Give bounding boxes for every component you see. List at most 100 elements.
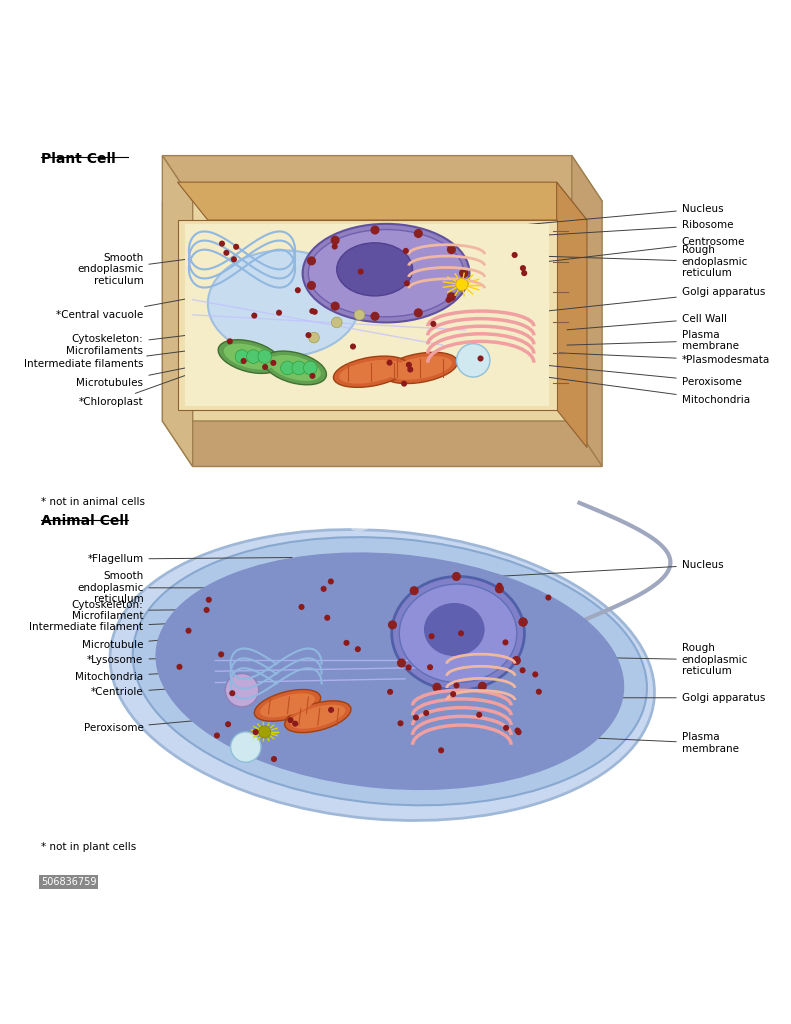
Circle shape [388,621,397,630]
Circle shape [354,309,365,321]
Text: *Centriole: *Centriole [91,683,258,697]
Text: Centrosome: Centrosome [483,238,745,269]
Ellipse shape [224,344,275,370]
Circle shape [298,604,305,610]
Circle shape [545,595,551,601]
Text: Rough
endoplasmic
reticulum: Rough endoplasmic reticulum [521,643,748,677]
Text: getty: getty [346,493,464,531]
Ellipse shape [208,251,359,356]
Text: 506836759: 506836759 [41,878,97,888]
Circle shape [262,364,268,370]
Circle shape [218,651,224,657]
Polygon shape [177,220,557,410]
Circle shape [331,317,342,328]
Circle shape [292,721,298,727]
Text: Smooth
endoplasmic
reticulum: Smooth endoplasmic reticulum [77,571,251,604]
Text: Mitochondria: Mitochondria [75,668,266,682]
Ellipse shape [339,359,403,384]
Circle shape [406,665,411,671]
Circle shape [307,281,316,290]
Circle shape [407,367,414,373]
Circle shape [276,309,282,315]
Circle shape [536,689,542,694]
Ellipse shape [337,243,413,296]
Ellipse shape [235,350,249,364]
Circle shape [271,359,276,366]
Circle shape [414,229,423,238]
Circle shape [397,720,403,726]
Circle shape [223,250,229,256]
Text: Plasma
membrane: Plasma membrane [544,732,739,754]
Circle shape [355,646,361,652]
Circle shape [240,358,247,364]
Circle shape [229,690,236,696]
Circle shape [331,244,338,250]
Circle shape [423,710,430,716]
Circle shape [452,572,461,581]
Circle shape [305,332,312,338]
Text: Golgi apparatus: Golgi apparatus [514,287,765,314]
Circle shape [320,586,327,592]
Circle shape [308,333,320,343]
Text: Microtubules: Microtubules [77,360,220,388]
Text: Cytoskeleton:
Microfilament: Cytoskeleton: Microfilament [72,600,258,622]
Circle shape [496,583,502,589]
Circle shape [309,308,316,314]
Circle shape [403,248,409,254]
Circle shape [206,597,212,603]
Ellipse shape [263,351,327,385]
Circle shape [387,359,392,366]
Ellipse shape [285,700,351,732]
Ellipse shape [269,355,321,381]
Text: Nucleus: Nucleus [453,204,724,231]
Circle shape [287,717,293,723]
Circle shape [427,665,433,671]
Ellipse shape [260,693,315,718]
Ellipse shape [392,577,524,690]
Circle shape [252,729,259,735]
Circle shape [450,691,456,697]
Ellipse shape [218,340,281,374]
Text: *Chloroplast: *Chloroplast [79,362,221,408]
Circle shape [512,656,521,665]
Text: Mitochondria: Mitochondria [453,365,750,404]
Circle shape [410,586,418,595]
Polygon shape [557,182,587,447]
Circle shape [225,721,231,727]
Text: Ribosome: Ribosome [483,220,733,239]
Circle shape [231,256,237,262]
Ellipse shape [388,356,452,380]
Circle shape [430,321,437,327]
Polygon shape [185,224,549,406]
Text: Intermediate filaments: Intermediate filaments [24,345,228,369]
Circle shape [233,244,239,250]
Circle shape [358,268,364,274]
Circle shape [225,674,259,707]
Circle shape [414,308,423,317]
Circle shape [429,633,434,639]
Polygon shape [162,201,572,421]
Circle shape [203,607,210,613]
Ellipse shape [308,229,464,316]
Ellipse shape [424,603,485,656]
Circle shape [370,225,380,234]
Circle shape [271,756,277,762]
Text: *Central vacuole: *Central vacuole [56,293,220,319]
Ellipse shape [281,361,294,375]
Ellipse shape [110,529,654,820]
Circle shape [252,312,257,318]
Circle shape [331,301,339,310]
Circle shape [516,729,521,735]
Circle shape [219,241,225,247]
Circle shape [331,236,339,245]
Text: *Flagellum: *Flagellum [87,554,292,564]
Circle shape [521,270,528,276]
Ellipse shape [399,584,517,683]
Circle shape [456,279,468,291]
Text: * not in animal cells: * not in animal cells [41,497,145,507]
Ellipse shape [255,689,320,721]
Polygon shape [162,156,602,201]
Circle shape [312,309,318,314]
Circle shape [512,252,517,258]
Circle shape [176,664,183,670]
